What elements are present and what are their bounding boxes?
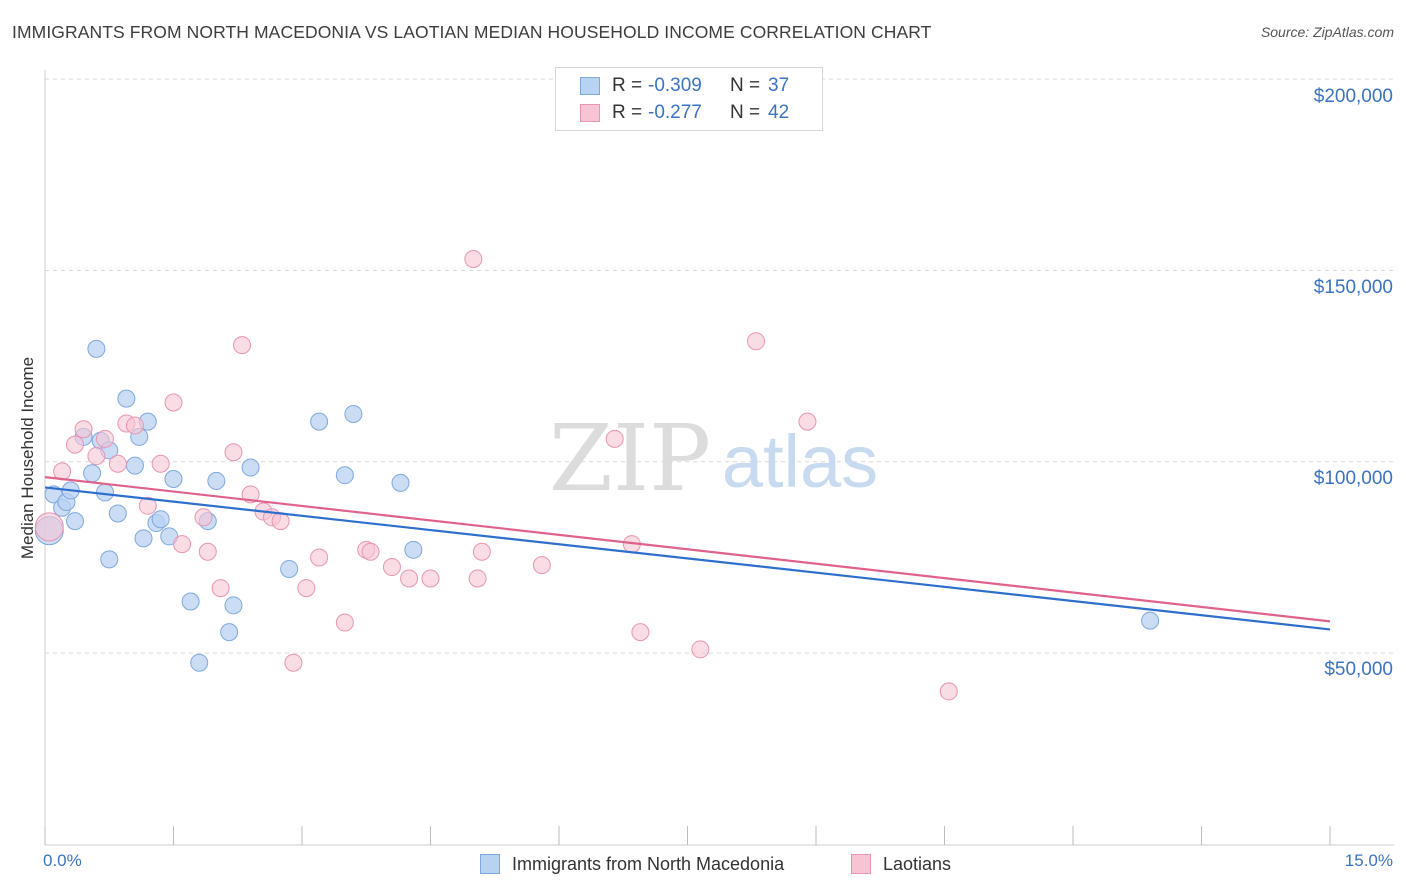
point-macedonia [117,389,136,408]
x-axis-max-label: 15.0% [1344,851,1393,870]
chart-title: IMMIGRANTS FROM NORTH MACEDONIA VS LAOTI… [12,22,932,42]
legend-item-laotians[interactable]: Laotians [851,852,951,876]
point-macedonia [280,559,299,578]
point-laotians [224,443,243,462]
r-value: -0.309 [648,75,702,96]
point-laotians [472,542,491,561]
point-laotians [361,542,380,561]
legend-label: Laotians [883,853,952,874]
point-laotians [194,508,213,527]
point-laotians [284,653,303,672]
point-laotians [310,548,329,567]
r-label: R = [612,102,643,123]
point-macedonia [220,623,239,642]
n-label: N = [730,75,761,96]
r-value: -0.277 [648,102,702,123]
legend-item-macedonia[interactable]: Immigrants from North Macedonia [480,852,784,876]
legend-swatch-blue [480,854,500,874]
point-laotians [211,579,230,598]
point-macedonia [125,456,144,475]
trend-line-laotians [44,476,1331,623]
y-tick-label: $200,000 [1313,86,1393,107]
point-macedonia [391,473,410,492]
point-laotians [798,412,817,431]
point-laotians [464,249,483,268]
legend-swatch-pink [851,854,871,874]
n-value: 37 [768,75,790,96]
point-laotians [532,556,551,575]
axes [44,70,1394,846]
point-laotians [164,393,183,412]
trend-lines [44,476,1331,631]
point-laotians [631,623,650,642]
point-macedonia [404,540,423,559]
point-macedonia [181,592,200,611]
point-macedonia [344,404,363,423]
point-laotians [151,454,170,473]
n-value: 42 [768,102,790,123]
point-laotians [233,336,252,355]
point-laotians [34,512,64,542]
point-macedonia [241,458,260,477]
point-laotians [65,435,84,454]
point-macedonia [224,596,243,615]
n-label: N = [730,102,761,123]
trend-line-macedonia [44,486,1331,631]
x-axis-min-label: 0.0% [43,851,82,870]
data-points [34,249,1160,701]
point-laotians [400,569,419,588]
point-macedonia [87,339,106,358]
point-macedonia [83,464,102,483]
point-macedonia [151,510,170,529]
point-macedonia [108,504,127,523]
legend-swatch-blue [580,77,600,95]
point-laotians [605,429,624,448]
y-tick-label: $50,000 [1324,659,1393,680]
point-macedonia [207,471,226,490]
source-label: Source: ZipAtlas.com [1260,24,1394,40]
r-label: R = [612,75,643,96]
point-laotians [138,496,157,515]
legend-swatch-pink [580,104,600,122]
y-axis-label: Median Household Income [18,356,37,560]
point-laotians [74,420,93,439]
watermark-zip: ZIP [549,405,711,512]
watermark: ZIP atlas [549,405,878,512]
grid-lines [45,78,1394,654]
watermark-atlas: atlas [722,420,878,503]
point-laotians [125,416,144,435]
point-laotians [297,579,316,598]
y-tick-label: $150,000 [1313,277,1393,298]
point-laotians [198,542,217,561]
y-tick-label: $100,000 [1313,468,1393,489]
point-macedonia [310,412,329,431]
point-macedonia [190,653,209,672]
point-macedonia [100,550,119,569]
point-laotians [468,569,487,588]
point-laotians [87,447,106,466]
point-laotians [241,485,260,504]
stats-legend: R = -0.309 N = 37 R = -0.277 N = 42 [555,67,823,131]
point-macedonia [164,470,183,489]
point-laotians [335,613,354,632]
point-macedonia [134,529,153,548]
point-laotians [939,682,958,701]
point-macedonia [335,466,354,485]
point-laotians [747,332,766,351]
stats-row-macedonia: R = -0.309 N = 37 [580,73,789,99]
legend-label: Immigrants from North Macedonia [512,853,785,874]
point-laotians [382,558,401,577]
stats-row-laotians: R = -0.277 N = 42 [580,100,789,126]
point-laotians [108,454,127,473]
point-laotians [173,535,192,554]
point-macedonia [1141,611,1160,630]
point-laotians [691,640,710,659]
point-macedonia [65,512,84,531]
point-laotians [95,429,114,448]
point-laotians [421,569,440,588]
